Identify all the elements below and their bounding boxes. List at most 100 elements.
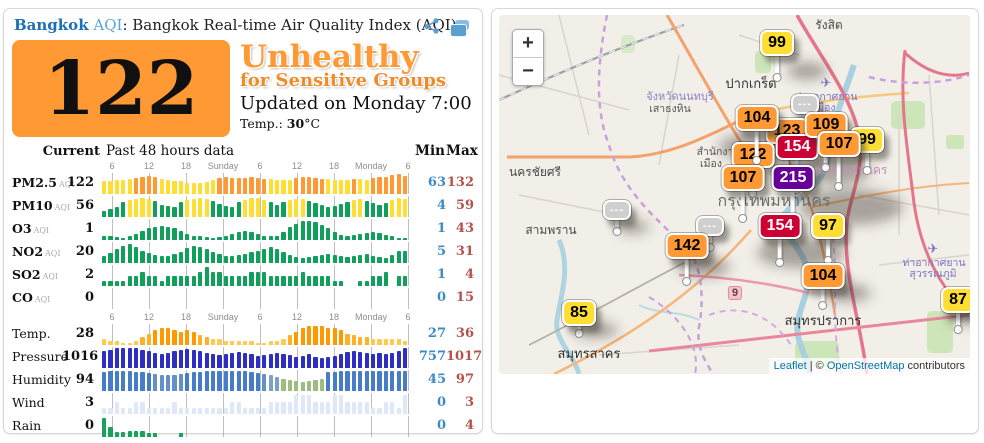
row-current-value: 1016 (62, 349, 99, 364)
row-min-value: 1 (436, 267, 446, 282)
marker-tail-dot (682, 277, 692, 286)
sparkline (102, 195, 409, 217)
sparkline-bar (166, 275, 171, 286)
sparkline-bar (178, 331, 184, 345)
sparkline-bar (230, 233, 235, 240)
sparkline-bars (102, 218, 408, 240)
sparkline-bar (185, 275, 190, 286)
sparkline-bar (127, 347, 132, 368)
sparkline-bar (313, 275, 318, 286)
sparkline-bar (140, 349, 145, 368)
sparkline-bar (166, 255, 171, 263)
sparkline (102, 369, 409, 391)
share-icon[interactable] (423, 17, 440, 38)
sparkline-bar (191, 275, 196, 286)
sparkline-bar (146, 350, 152, 368)
row-current-value: 1 (84, 221, 94, 236)
map-marker[interactable]: 99 (759, 29, 795, 82)
row-max-value: 3 (464, 395, 474, 410)
sparkline-bar (159, 374, 164, 391)
sparkline (102, 346, 409, 368)
time-axis-labels: 6 12 18 Sunday 6 12 18 Monday 6 (102, 158, 414, 171)
marker-tail-dot (772, 73, 782, 82)
sparkline-bar (345, 401, 350, 414)
sparkline-bar (313, 177, 318, 194)
sparkline-bar (319, 325, 324, 345)
sparkline-bar (217, 177, 222, 194)
map-marker[interactable]: --- (790, 93, 820, 132)
row-max-value: 4 (464, 418, 474, 433)
map-marker[interactable]: --- (695, 215, 725, 252)
sparkline-bar (204, 336, 209, 345)
sparkline-bar (313, 356, 318, 368)
sparkline-bar (134, 177, 139, 194)
map-marker[interactable]: 107 (720, 164, 766, 223)
map-marker[interactable]: 154 (757, 212, 803, 267)
sparkline-bar (294, 223, 299, 240)
sparkline-bar (377, 275, 382, 286)
map[interactable]: รังสิต ปากเกร็ด จังหวัดนนทบุรี เสาธงหิน ✈ ท่า… (499, 15, 970, 374)
map-marker[interactable]: 107 (816, 130, 862, 191)
marker-tail (752, 129, 762, 165)
map-marker[interactable]: 142 (664, 232, 710, 286)
sparkline-bar (102, 338, 107, 345)
header-subtitle: Bangkok Real-time Air Quality Index (AQI… (132, 16, 462, 34)
sparkline-bar (396, 338, 401, 345)
updated-time: Updated on Monday 7:00 (240, 92, 472, 114)
sparkline-bar (319, 224, 324, 240)
sparkline-bar (371, 255, 376, 263)
map-marker[interactable]: 97 (810, 212, 846, 265)
sparkline-bar (300, 271, 305, 286)
time-axis-label: 18 (180, 312, 192, 322)
sparkline-bar (351, 350, 357, 368)
sparkline-bar (242, 352, 248, 368)
map-marker[interactable]: --- (602, 199, 632, 236)
gridline-tick (408, 287, 409, 309)
sparkline-bar (191, 245, 196, 263)
city-name[interactable]: Bangkok (14, 16, 89, 34)
leaflet-link[interactable]: Leaflet (773, 360, 807, 372)
sparkline-bar (390, 235, 395, 240)
marker-value-box: 87 (940, 286, 970, 314)
row-current-value: 2 (84, 267, 94, 282)
marker-tail (772, 54, 782, 82)
row-max-value: 97 (455, 372, 474, 387)
sparkline-bar (383, 271, 389, 286)
zoom-in-button[interactable]: + (513, 30, 543, 57)
sparkline-bar (294, 177, 299, 194)
sparkline-bar (300, 394, 305, 414)
sparkline-bar (121, 201, 126, 217)
gridline-tick (297, 415, 298, 437)
gridline-tick (371, 323, 372, 345)
openstreetmap-link[interactable]: OpenStreetMap (826, 360, 905, 372)
windows-icon[interactable] (450, 20, 470, 37)
table-rows: 6 12 18 Sunday 6 12 18 Monday 6 PM2.5 AQI 122 63 132 P… (12, 158, 482, 437)
sparkline-bars (102, 346, 408, 368)
sparkline-bar (146, 175, 152, 194)
map-marker[interactable]: 87 (940, 286, 970, 334)
map-marker[interactable]: 104 (800, 262, 846, 310)
time-axis-label: 6 (405, 312, 411, 322)
sparkline-bar (210, 251, 216, 263)
sparkline-bar (255, 355, 260, 368)
sparkline-bar (121, 407, 126, 414)
map-marker[interactable]: 85 (561, 299, 597, 338)
row-min-value: 27 (427, 326, 446, 341)
sparkline-bar (108, 426, 113, 437)
sparkline-bar (223, 353, 228, 368)
map-zoom-control: + − (512, 29, 544, 86)
row-label-unit: AQI (42, 272, 59, 281)
zoom-out-button[interactable]: − (513, 57, 543, 85)
gridline-tick (260, 346, 261, 368)
map-marker[interactable]: 104 (734, 104, 780, 165)
map-marker[interactable]: 215 (770, 164, 816, 235)
marker-tail (834, 155, 844, 191)
marker-tail (818, 287, 828, 310)
sparkline-bar (108, 180, 113, 194)
table-header: Current Past 48 hours data Min Max (12, 143, 482, 159)
aqi-summary: 122 Unhealthy for Sensitive Groups Updat… (4, 36, 482, 137)
sparkline-bar (140, 336, 145, 345)
sparkline-bar (108, 280, 113, 286)
map-place-label: รังสิต (815, 18, 843, 32)
sparkline-bar (319, 357, 324, 368)
